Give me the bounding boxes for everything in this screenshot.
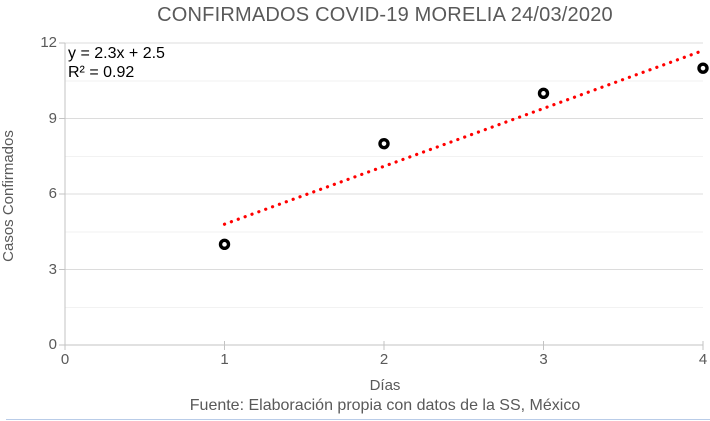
y-axis-tick-label: 6 <box>48 185 57 202</box>
x-axis-title: Días <box>369 377 401 394</box>
data-point-marker <box>378 137 390 150</box>
trendline-r-squared: R² = 0.92 <box>68 64 135 81</box>
x-axis-tick-label: 0 <box>60 351 70 368</box>
data-point-marker <box>697 62 709 74</box>
x-axis-tick-label: 3 <box>539 351 548 368</box>
trendline-equation: y = 2.3x + 2.5 <box>68 45 165 62</box>
trendline <box>222 48 705 226</box>
x-axis-tick-label: 4 <box>698 351 708 368</box>
data-point-marker <box>537 87 550 100</box>
x-axis-tick-label: 1 <box>220 351 229 368</box>
y-axis-tick-label: 0 <box>48 336 57 353</box>
y-axis-tick-label: 9 <box>48 109 57 127</box>
chart-title: CONFIRMADOS COVID-19 MORELIA 24/03/2020 <box>157 4 613 26</box>
y-axis-tick-label: 3 <box>48 260 57 278</box>
x-axis-tick-label: 2 <box>379 351 389 368</box>
data-point-marker <box>218 238 231 251</box>
source-caption: Fuente: Elaboración propia con datos de … <box>189 397 581 414</box>
trendline-annotation: y = 2.3x + 2.5 R² = 0.92 <box>68 44 165 82</box>
bottom-border-line <box>6 418 710 420</box>
y-axis-tick-label: 12 <box>40 34 57 51</box>
